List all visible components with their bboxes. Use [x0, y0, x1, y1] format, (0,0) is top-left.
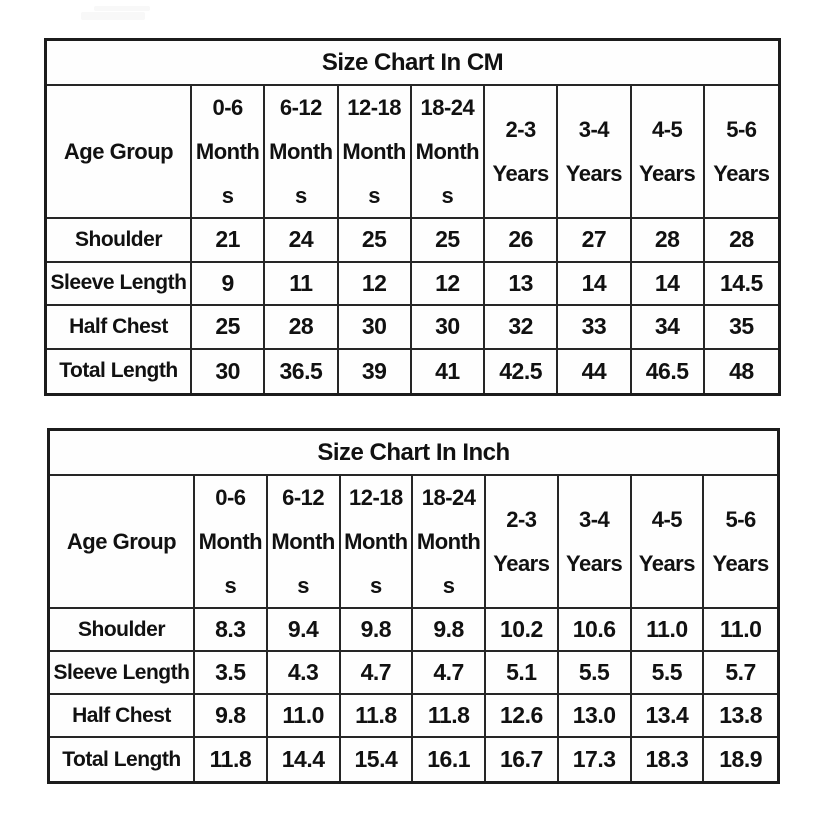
value-cell: 11.0 [704, 609, 777, 652]
header-3-4-years: 3-4 Years [558, 476, 632, 609]
value-cell: 13.0 [558, 695, 632, 738]
header-3-4-years: 3-4 Years [558, 86, 632, 219]
value-cell: 9.8 [413, 609, 486, 652]
value-cell: 12 [338, 262, 412, 306]
header-5-6-years: 5-6 Years [704, 476, 777, 609]
value-cell: 4.7 [340, 652, 414, 695]
header-12-18-months: 12-18 Month s [338, 86, 412, 219]
value-cell: 12 [411, 262, 485, 306]
row-label-total-length: Total Length [50, 738, 195, 781]
value-cell: 13.4 [631, 695, 705, 738]
value-cell: 4.3 [267, 652, 341, 695]
value-cell: 16.1 [413, 738, 486, 781]
value-cell: 32 [485, 306, 559, 350]
header-6-12-months: 6-12 Month s [267, 476, 341, 609]
value-cell: 9.8 [340, 609, 414, 652]
value-cell: 13 [485, 262, 559, 306]
value-cell: 26 [485, 219, 559, 263]
value-cell: 42.5 [485, 349, 559, 393]
value-cell: 44 [558, 349, 632, 393]
value-cell: 5.1 [486, 652, 559, 695]
row-label-half-chest: Half Chest [50, 695, 195, 738]
value-cell: 14.4 [268, 738, 341, 781]
value-cell: 18.3 [632, 738, 705, 781]
value-cell: 16.7 [486, 738, 559, 781]
header-4-5-years: 4-5 Years [631, 476, 705, 609]
value-cell: 11.0 [267, 695, 341, 738]
row-label-half-chest: Half Chest [47, 306, 192, 350]
value-cell: 8.3 [195, 609, 268, 652]
value-cell: 25 [192, 306, 266, 350]
header-4-5-years: 4-5 Years [631, 86, 705, 219]
value-cell: 46.5 [632, 349, 705, 393]
value-cell: 21 [192, 219, 266, 263]
value-cell: 28 [265, 306, 339, 350]
value-cell: 28 [704, 219, 778, 263]
table-title: Size Chart In CM [47, 41, 778, 86]
value-cell: 48 [729, 357, 754, 384]
row-label-shoulder: Shoulder [47, 219, 192, 263]
value-cell: 15.4 [341, 738, 414, 781]
value-cell: 14.5 [704, 263, 778, 306]
value-cell: 30 [411, 306, 485, 350]
value-cell: 11 [265, 262, 339, 306]
value-cell: 10.2 [486, 609, 559, 652]
value-cell: 13.8 [704, 695, 777, 738]
row-label-shoulder: Shoulder [50, 609, 195, 652]
value-cell: 11.0 [631, 609, 705, 652]
value-cell: 10.6 [558, 609, 632, 652]
value-cell: 11.8 [195, 738, 268, 781]
value-cell: 4.7 [413, 652, 486, 695]
value-cell: 39 [339, 349, 412, 393]
value-cell: 25 [411, 219, 485, 263]
age-group-header: Age Group [47, 86, 192, 219]
value-cell: 9 [192, 262, 266, 306]
value-cell: 30 [338, 306, 412, 350]
size-chart-cm-table: Size Chart In CM Age Group 0-6 Month s 6… [44, 38, 781, 396]
header-0-6-months: 0-6 Month s [192, 86, 266, 219]
value-cell: 17.3 [559, 738, 632, 781]
watermark-smudge-top [94, 6, 150, 11]
value-cell: 34 [631, 306, 705, 350]
value-cell: 3.5 [195, 652, 268, 695]
row-label-sleeve-length: Sleeve Length [47, 262, 192, 306]
value-cell: 14 [558, 262, 632, 306]
header-18-24-months: 18-24 Month s [413, 476, 486, 609]
value-cell: 9.8 [195, 695, 268, 738]
age-group-header: Age Group [50, 476, 195, 609]
value-cell: 5.7 [704, 652, 777, 695]
value-cell: 28 [631, 219, 705, 263]
value-cell: 36.5 [265, 349, 339, 393]
value-cell: 41 [412, 349, 485, 393]
value-cell: 12.6 [486, 695, 559, 738]
value-cell: 33 [558, 306, 632, 350]
value-cell: 11.8 [413, 695, 486, 738]
value-cell: 30 [192, 349, 266, 393]
header-6-12-months: 6-12 Month s [265, 86, 339, 219]
value-cell: 35 [704, 306, 778, 350]
header-2-3-years: 2-3 Years [485, 86, 559, 219]
row-label-sleeve-length: Sleeve Length [50, 652, 195, 695]
value-cell: 27 [558, 219, 632, 263]
header-18-24-months: 18-24 Month s [411, 86, 485, 219]
value-cell: 14 [631, 262, 705, 306]
value-cell: 5.5 [558, 652, 632, 695]
row-label-total-length: Total Length [47, 349, 192, 393]
value-cell: 18.9 [719, 746, 762, 772]
value-cell: 5.5 [631, 652, 705, 695]
watermark-smudge-bottom [81, 12, 145, 20]
value-cell: 11.8 [340, 695, 414, 738]
value-cell: 24 [265, 219, 339, 263]
value-cell: 9.4 [267, 609, 341, 652]
table-title: Size Chart In Inch [50, 431, 777, 476]
header-2-3-years: 2-3 Years [486, 476, 559, 609]
size-chart-inch-table: Size Chart In Inch Age Group 0-6 Month s… [47, 428, 780, 784]
header-0-6-months: 0-6 Month s [195, 476, 268, 609]
value-cell: 25 [338, 219, 412, 263]
header-12-18-months: 12-18 Month s [340, 476, 414, 609]
header-5-6-years: 5-6 Years [704, 86, 778, 219]
